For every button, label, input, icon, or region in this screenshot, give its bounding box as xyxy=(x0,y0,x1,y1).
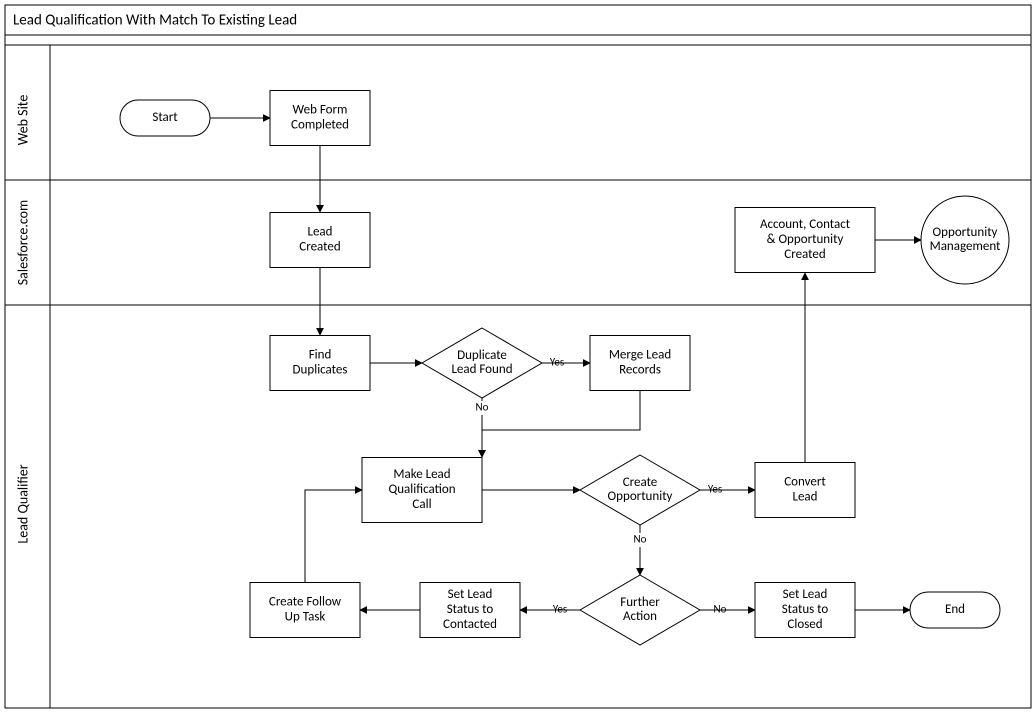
svg-text:Set Lead: Set Lead xyxy=(448,587,493,602)
svg-text:Make Lead: Make Lead xyxy=(393,467,450,482)
svg-text:Qualification: Qualification xyxy=(388,482,455,497)
svg-text:Call: Call xyxy=(412,497,431,512)
svg-text:Lead: Lead xyxy=(308,225,333,240)
flowchart-diagram: Lead Qualification With Match To Existin… xyxy=(0,0,1036,713)
svg-text:Opportunity: Opportunity xyxy=(608,489,673,504)
svg-text:Created: Created xyxy=(299,240,340,255)
svg-text:Contacted: Contacted xyxy=(443,617,497,632)
svg-text:Duplicate: Duplicate xyxy=(457,348,507,363)
lane-label-salesforce: Salesforce.com xyxy=(15,200,32,286)
svg-text:Find: Find xyxy=(309,348,332,363)
svg-text:Duplicates: Duplicates xyxy=(293,363,348,378)
svg-text:Records: Records xyxy=(619,363,661,378)
edge-label-dup_found-qual_call: No xyxy=(476,401,489,414)
svg-text:Create Follow: Create Follow xyxy=(269,595,342,610)
lane-label-website: Web Site xyxy=(15,95,32,146)
svg-text:Start: Start xyxy=(152,110,178,125)
svg-text:Lead: Lead xyxy=(793,490,818,505)
svg-text:Up Task: Up Task xyxy=(285,610,326,625)
edge-merge-qual_call xyxy=(482,391,640,457)
svg-text:Set Lead: Set Lead xyxy=(783,587,828,602)
svg-text:Created: Created xyxy=(784,247,825,262)
svg-text:Lead Found: Lead Found xyxy=(451,362,512,377)
svg-text:Management: Management xyxy=(930,239,1001,254)
edge-label-create_opp-convert: Yes xyxy=(708,483,722,496)
edge-label-further-status_contact: Yes xyxy=(553,603,567,616)
edge-label-dup_found-merge: Yes xyxy=(550,356,564,369)
svg-text:Opportunity: Opportunity xyxy=(933,225,998,240)
svg-text:Status to: Status to xyxy=(447,602,494,617)
edge-label-further-status_closed: No xyxy=(714,603,727,616)
svg-text:Account, Contact: Account, Contact xyxy=(760,217,851,232)
diagram-title: Lead Qualification With Match To Existin… xyxy=(13,12,297,30)
edge-followup-qual_call xyxy=(305,490,362,582)
svg-text:Further: Further xyxy=(620,595,660,610)
svg-text:Action: Action xyxy=(623,609,657,624)
svg-text:Create: Create xyxy=(623,475,658,490)
svg-text:Web Form: Web Form xyxy=(293,103,348,118)
svg-text:Status to: Status to xyxy=(782,602,829,617)
edge-label-create_opp-further: No xyxy=(634,533,647,546)
svg-text:Completed: Completed xyxy=(291,118,349,133)
svg-text:& Opportunity: & Opportunity xyxy=(767,232,844,247)
svg-text:Closed: Closed xyxy=(787,617,822,632)
svg-text:End: End xyxy=(945,602,965,617)
lane-label-qualifier: Lead Qualifier xyxy=(15,464,32,543)
svg-text:Merge Lead: Merge Lead xyxy=(609,348,671,363)
svg-text:Convert: Convert xyxy=(784,475,826,490)
